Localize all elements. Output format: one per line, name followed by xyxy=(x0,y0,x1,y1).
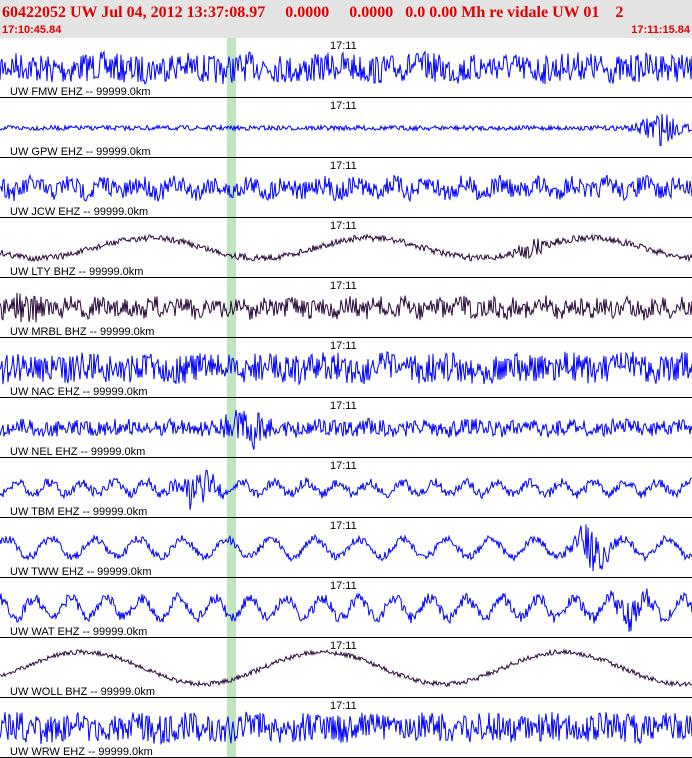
station-label: UW MRBL BHZ -- 99999.0km xyxy=(10,326,154,338)
station-label: UW WAT EHZ -- 99999.0km xyxy=(10,626,147,638)
waveform xyxy=(0,113,692,147)
station-label: UW NAC EHZ -- 99999.0km xyxy=(10,386,148,398)
time-mark: 17:11 xyxy=(330,220,357,232)
time-mark: 17:11 xyxy=(330,700,357,712)
waveform xyxy=(0,49,692,85)
station-label: UW TBM EHZ -- 99999.0km xyxy=(10,506,147,518)
start-time: 17:10:45.84 xyxy=(2,24,62,36)
waveform xyxy=(0,648,692,688)
waveform xyxy=(0,409,692,450)
time-mark: 17:11 xyxy=(330,640,357,652)
time-mark: 17:11 xyxy=(330,400,357,412)
end-time: 17:11:15.84 xyxy=(631,24,691,36)
time-mark: 17:11 xyxy=(330,460,357,472)
waveform xyxy=(0,351,692,386)
time-mark: 17:11 xyxy=(330,40,357,52)
traces: 17:11 UW FMW EHZ -- 99999.0km 17:11 UW GPW … xyxy=(0,40,692,758)
waveform xyxy=(0,524,692,572)
time-mark: 17:11 xyxy=(330,280,357,292)
header-title: 60422052 UW Jul 04, 2012 13:37:08.97 0.0… xyxy=(2,4,623,21)
station-label: UW NEL EHZ -- 99999.0km xyxy=(10,446,145,458)
time-mark: 17:11 xyxy=(330,580,357,592)
time-mark: 17:11 xyxy=(330,520,357,532)
station-label: UW WRW EHZ -- 99999.0km xyxy=(10,746,153,758)
station-label: UW JCW EHZ -- 99999.0km xyxy=(10,206,148,218)
time-mark: 17:11 xyxy=(330,160,357,172)
waveform xyxy=(0,173,692,203)
station-label: UW GPW EHZ -- 99999.0km xyxy=(10,146,151,158)
waveform xyxy=(0,588,692,632)
station-label: UW WOLL BHZ -- 99999.0km xyxy=(10,686,155,698)
time-mark: 17:11 xyxy=(330,340,357,352)
station-label: UW FMW EHZ -- 99999.0km xyxy=(10,86,151,98)
station-label: UW LTY BHZ -- 99999.0km xyxy=(10,266,143,278)
waveform xyxy=(0,292,692,323)
header-bar xyxy=(0,0,692,38)
station-label: UW TWW EHZ -- 99999.0km xyxy=(10,566,152,578)
time-mark: 17:11 xyxy=(330,100,357,112)
waveform xyxy=(0,233,692,263)
waveform xyxy=(0,469,692,510)
waveform xyxy=(0,711,692,746)
